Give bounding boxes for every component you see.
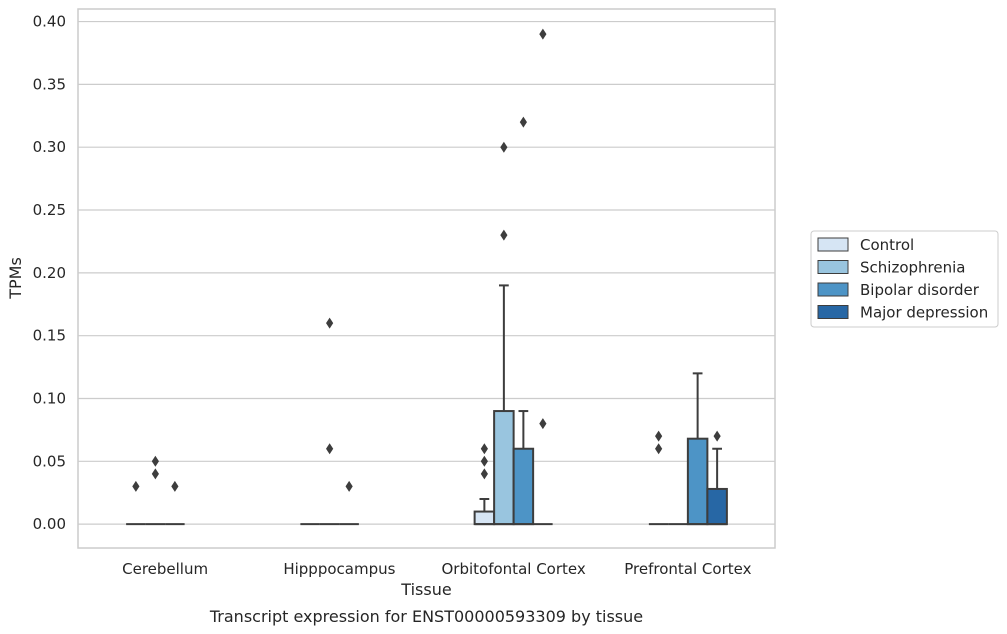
outlier-point: [151, 468, 159, 480]
outlier-point: [480, 468, 488, 480]
y-tick-label: 0.40: [33, 13, 66, 31]
outlier-point: [713, 430, 721, 442]
x-tick-label: Hipppocampus: [283, 560, 395, 578]
outlier-point: [326, 443, 334, 455]
box-2-3: [686, 372, 709, 526]
legend-swatch: [817, 260, 849, 274]
plot-frame: [77, 8, 776, 549]
box: [493, 410, 515, 526]
box-series: [126, 28, 728, 526]
y-tick-label: 0.30: [33, 138, 66, 156]
chart-title: Transcript expression for ENST0000059330…: [209, 607, 643, 626]
legend-frame: [810, 230, 999, 328]
outlier-point: [132, 480, 140, 492]
outlier-point: [519, 116, 527, 128]
outlier-point: [500, 229, 508, 241]
outlier-point: [151, 455, 159, 467]
outlier-point: [539, 28, 547, 40]
legend-label: Schizophrenia: [860, 259, 965, 277]
x-tick-label: Orbitofontal Cortex: [442, 560, 586, 578]
y-tick-label: 0.05: [33, 452, 66, 470]
box-2-2: [512, 116, 535, 526]
outlier-point: [480, 455, 488, 467]
y-tick-label: 0.15: [33, 327, 66, 345]
y-tick-label: 0.35: [33, 75, 66, 93]
box: [706, 487, 728, 526]
box: [512, 447, 535, 526]
x-tick-label: Prefrontal Cortex: [624, 560, 751, 578]
y-axis-label: TPMs: [6, 257, 25, 300]
x-tick-label: Cerebellum: [122, 560, 208, 578]
legend-label: Major depression: [860, 304, 988, 322]
outlier-point: [326, 317, 334, 329]
box-1-1: [319, 317, 340, 526]
legend-label: Bipolar disorder: [860, 281, 980, 299]
outlier-point: [539, 418, 547, 430]
outlier-point: [480, 443, 488, 455]
outlier-point: [345, 480, 353, 492]
outlier-point: [171, 480, 179, 492]
y-tick-labels: 0.00 0.05 0.10 0.15 0.20 0.25 0.30 0.35 0.40: [33, 13, 66, 534]
box-2-0: [165, 480, 185, 526]
box-1-0: [145, 455, 166, 526]
outlier-point: [655, 443, 663, 455]
y-tick-label: 0.25: [33, 201, 66, 219]
box-3-3: [706, 430, 728, 526]
box-0-0: [126, 480, 146, 526]
box-3-2: [533, 28, 553, 526]
grid-lines: [78, 20, 775, 525]
x-axis-label: Tissue: [400, 580, 451, 599]
legend-label: Control: [860, 236, 914, 254]
box-0-2: [473, 443, 496, 526]
outlier-point: [655, 430, 663, 442]
x-tick-labels: Cerebellum Hipppocampus Orbitofontal Corte…: [122, 560, 751, 578]
y-tick-label: 0.10: [33, 389, 66, 407]
legend-swatch: [817, 282, 849, 297]
outlier-point: [500, 141, 508, 153]
legend: Control Schizophrenia Bipolar disorder Majo…: [810, 230, 999, 328]
box: [473, 510, 496, 526]
legend-swatch: [817, 305, 849, 319]
y-tick-label: 0.20: [33, 264, 66, 282]
box-1-2: [493, 141, 515, 526]
box: [686, 437, 709, 526]
box-2-1: [339, 480, 359, 526]
legend-swatch: [817, 237, 849, 252]
y-tick-label: 0.00: [33, 515, 66, 533]
box-0-3: [648, 430, 669, 526]
